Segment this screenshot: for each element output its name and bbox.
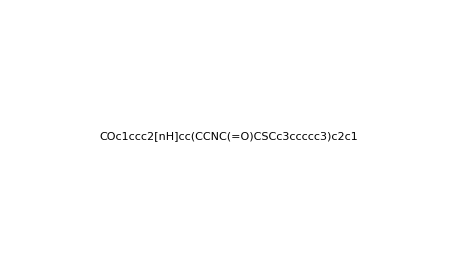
Text: COc1ccc2[nH]cc(CCNC(=O)CSCc3ccccc3)c2c1: COc1ccc2[nH]cc(CCNC(=O)CSCc3ccccc3)c2c1	[99, 131, 358, 141]
